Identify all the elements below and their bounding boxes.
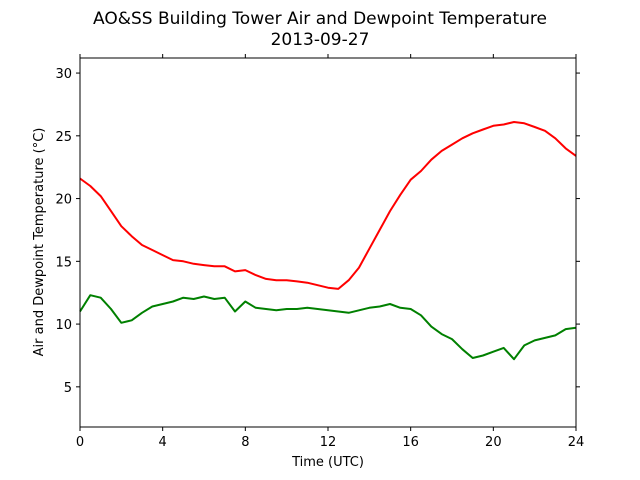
y-tick-label: 25: [55, 130, 72, 145]
chart-title: AO&SS Building Tower Air and Dewpoint Te…: [93, 9, 547, 29]
y-tick-label: 20: [55, 193, 72, 208]
chart-subtitle: 2013-09-27: [271, 30, 370, 50]
y-tick-label: 10: [55, 318, 72, 333]
y-tick-label: 15: [55, 255, 72, 270]
y-tick-label: 30: [55, 67, 72, 82]
plot-area: 0 4 8 12 16 20 24 5 10 15 20 25 30: [55, 54, 584, 450]
series-line-2: [79, 294, 577, 361]
x-axis: 0 4 8 12 16 20 24: [76, 54, 584, 450]
plot-frame: [80, 58, 576, 427]
y-axis: 5 10 15 20 25 30: [55, 67, 580, 396]
x-tick-label: 0: [76, 435, 84, 450]
x-tick-label: 12: [320, 435, 337, 450]
y-tick-label: 5: [64, 381, 72, 396]
x-tick-label: 8: [241, 435, 249, 450]
series-layer: [79, 121, 577, 361]
x-axis-label: Time (UTC): [291, 455, 364, 470]
x-tick-label: 24: [568, 435, 585, 450]
series-line-1: [79, 121, 577, 290]
x-tick-label: 4: [159, 435, 167, 450]
x-tick-label: 16: [402, 435, 419, 450]
x-tick-label: 20: [485, 435, 502, 450]
y-axis-label: Air and Dewpoint Temperature (°C): [32, 128, 47, 357]
